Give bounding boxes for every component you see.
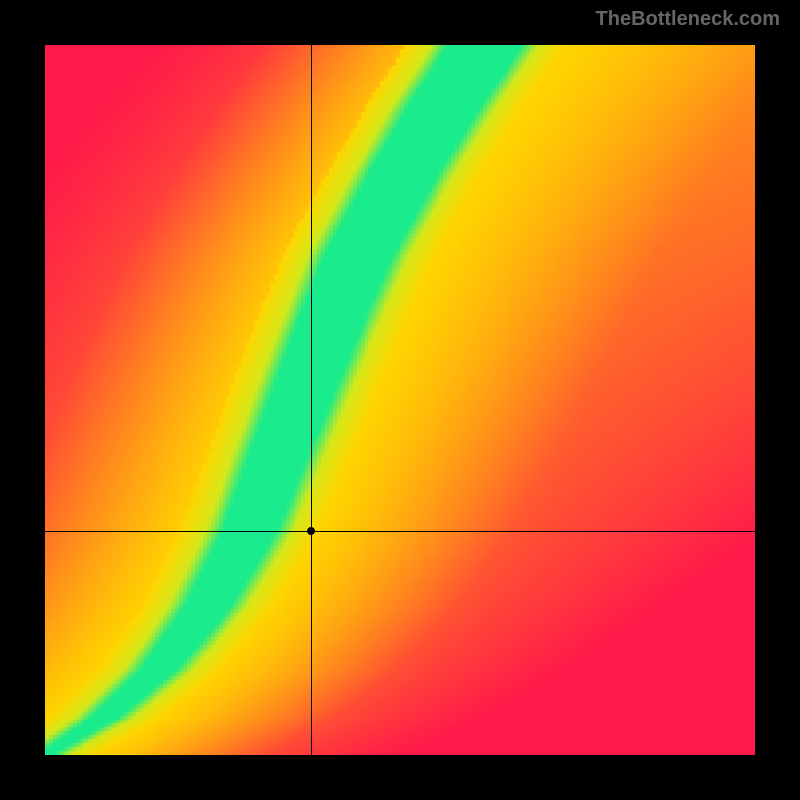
heatmap-plot <box>45 45 755 755</box>
attribution-text: TheBottleneck.com <box>596 8 780 31</box>
chart-container: TheBottleneck.com <box>0 0 800 800</box>
heatmap-canvas <box>45 45 755 755</box>
